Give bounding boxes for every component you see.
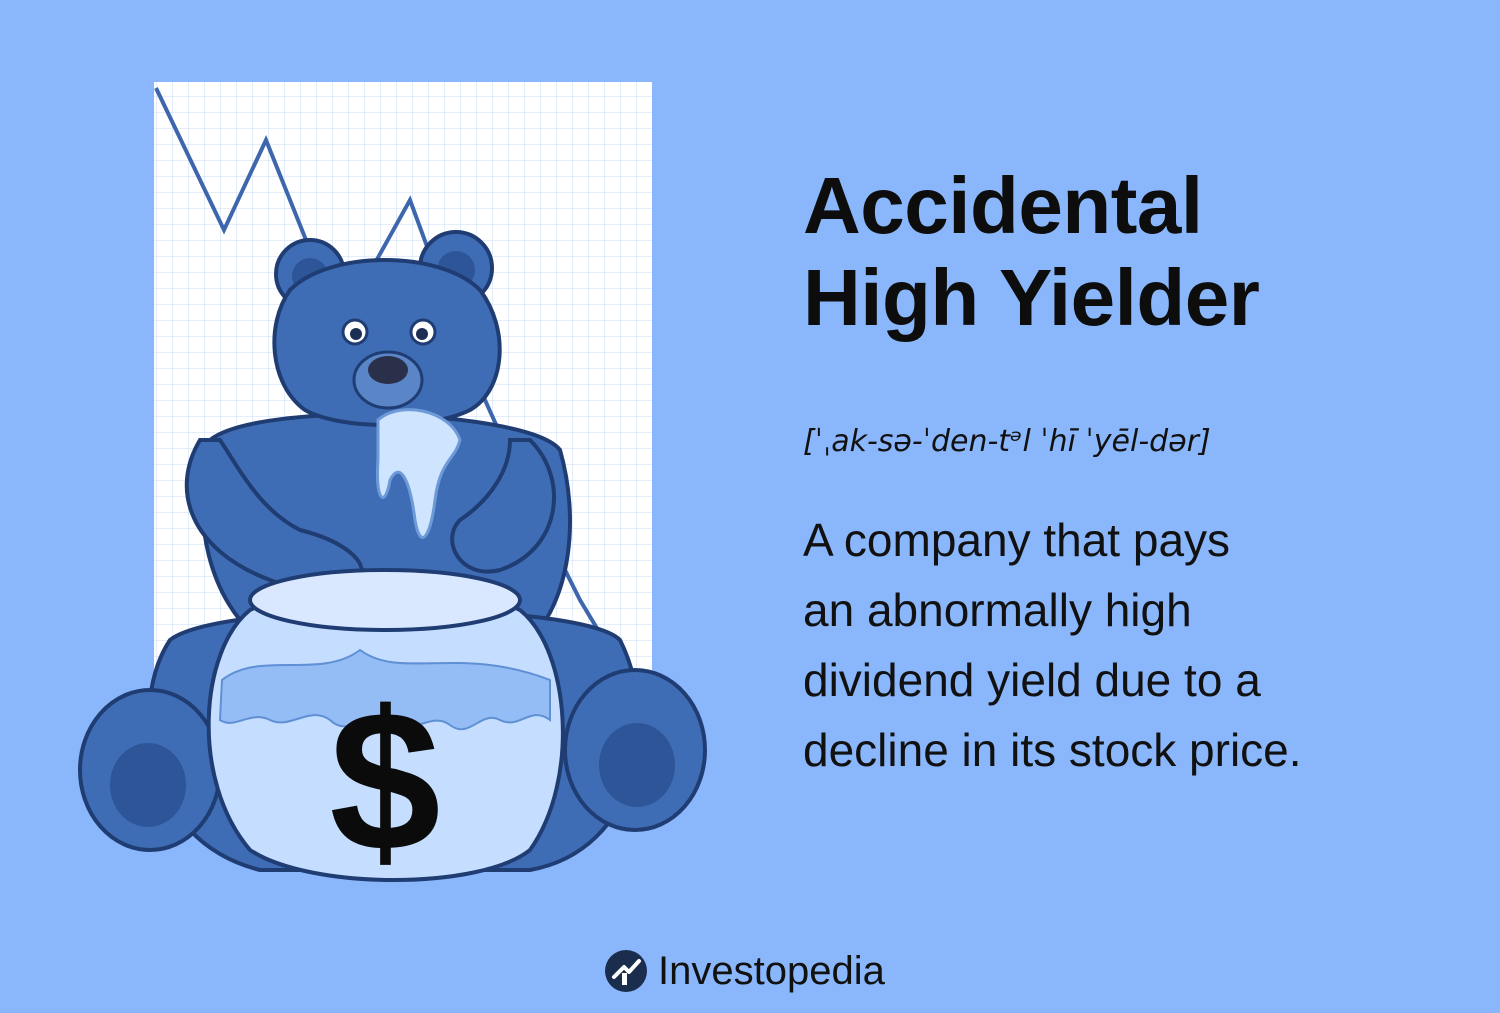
brand-logo[interactable]: Investopedia (604, 946, 885, 996)
title-line: High Yielder (803, 252, 1453, 344)
investopedia-logo-icon (604, 949, 648, 993)
definition-line: dividend yield due to a (803, 645, 1453, 715)
definition-text: A company that pays an abnormally high d… (803, 505, 1453, 785)
brand-name: Investopedia (658, 949, 885, 994)
definition-line: decline in its stock price. (803, 715, 1453, 785)
definition-line: an abnormally high (803, 575, 1453, 645)
bear-illustration: $ (60, 80, 720, 890)
pronunciation: [ˈˌak-sə-ˈden-tᵊl ˈhī ˈyēl-dər] (803, 424, 1453, 459)
definition-card: Accidental High Yielder [ˈˌak-sə-ˈden-tᵊ… (803, 160, 1453, 785)
dollar-sign: $ (329, 670, 440, 890)
page-title: Accidental High Yielder (803, 160, 1453, 344)
title-line: Accidental (803, 160, 1453, 252)
definition-line: A company that pays (803, 505, 1453, 575)
